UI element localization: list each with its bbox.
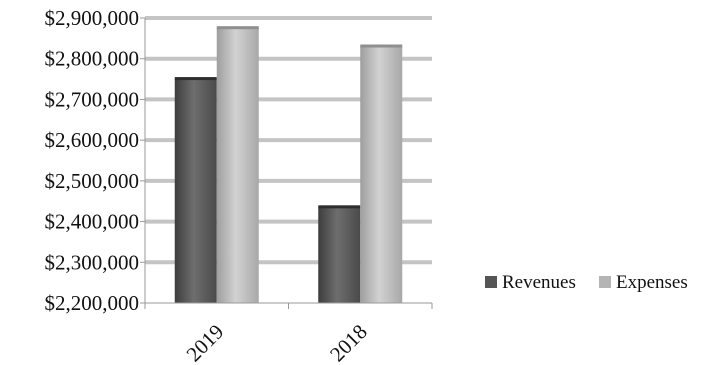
x-tick-label: 2019 <box>182 320 229 365</box>
y-tick-label: $2,700,000 <box>45 87 140 111</box>
bar-top-revenues-2019 <box>174 77 217 81</box>
legend-swatch-expenses <box>599 276 611 288</box>
bar-expenses-2019 <box>216 28 259 304</box>
bars <box>174 26 403 304</box>
bar-revenues-2019 <box>174 79 217 303</box>
y-tick-label: $2,800,000 <box>45 47 140 71</box>
bar-expenses-2018 <box>360 46 403 303</box>
bar-top-revenues-2018 <box>318 205 361 209</box>
y-tick-label: $2,900,000 <box>45 6 140 30</box>
legend-swatch-revenues <box>485 276 497 288</box>
y-tick-label: $2,300,000 <box>45 250 140 274</box>
legend: Revenues Expenses <box>485 272 688 293</box>
legend-label-expenses: Expenses <box>616 272 688 293</box>
bar-revenues-2018 <box>318 207 361 303</box>
bar-top-expenses-2019 <box>216 26 259 30</box>
x-tick-label: 2018 <box>325 320 372 365</box>
y-tick-label: $2,500,000 <box>45 169 140 193</box>
y-tick-label: $2,400,000 <box>45 210 140 234</box>
y-tick-label: $2,600,000 <box>45 128 140 152</box>
y-axis: $2,900,000 $2,800,000 $2,700,000 $2,600,000… <box>45 6 146 315</box>
bar-top-expenses-2018 <box>360 44 403 48</box>
legend-label-revenues: Revenues <box>502 272 576 293</box>
y-tick-label: $2,200,000 <box>45 291 140 315</box>
x-axis: 2019 2018 <box>144 302 433 365</box>
